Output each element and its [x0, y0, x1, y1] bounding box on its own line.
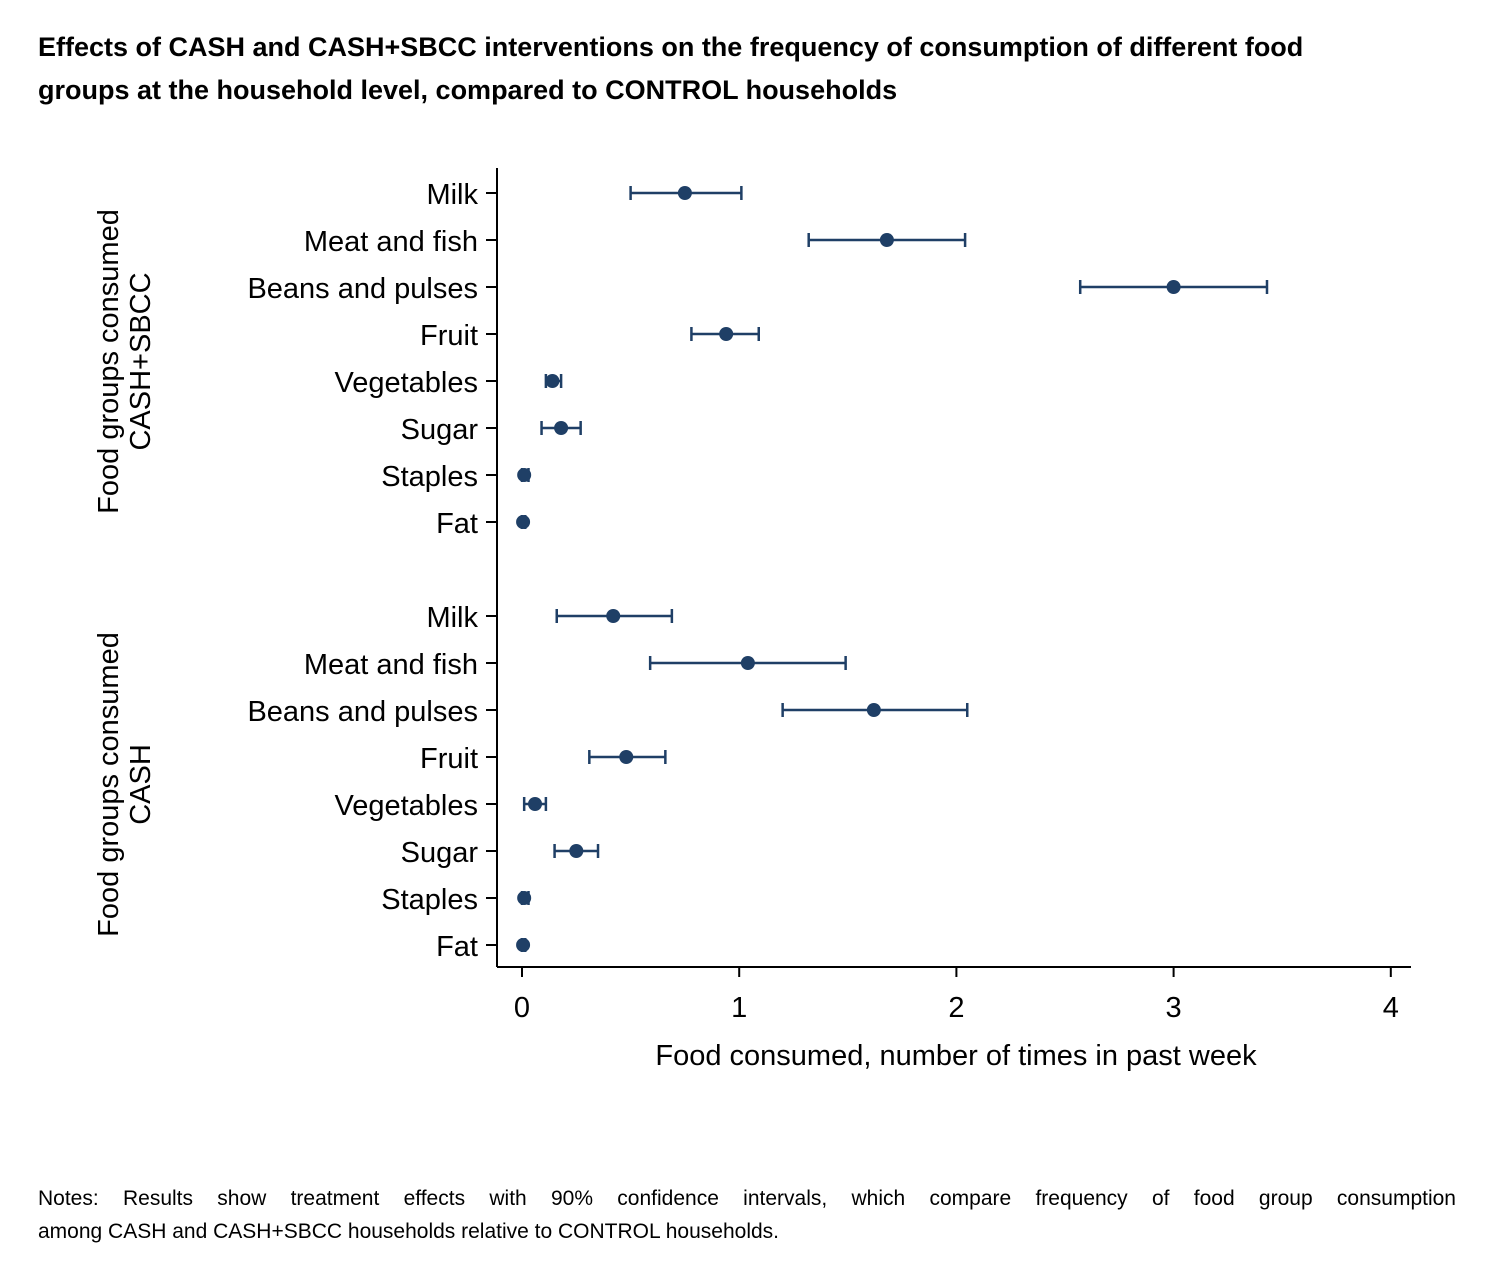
group-1-fat-label: Fat [436, 931, 478, 963]
group-0-sugar-label: Sugar [401, 414, 479, 446]
x-tick-label-3: 3 [1166, 992, 1182, 1024]
group-0-milk-label: Milk [426, 179, 478, 211]
group-0-vegetables-estimate-point [545, 374, 560, 388]
group-1-sugar-label: Sugar [401, 837, 479, 869]
chart-title: Effects of CASH and CASH+SBCC interventi… [38, 26, 1438, 112]
group-0-staples-estimate-point [517, 468, 532, 482]
group-0-fat-label: Fat [436, 508, 478, 540]
group-0-milk-estimate-point [677, 186, 692, 200]
group-1-axis-label-line-1: CASH [125, 744, 157, 825]
group-1-vegetables-estimate-point [528, 797, 543, 811]
group-0-meat-and-fish-estimate-point [879, 233, 894, 247]
group-1-fruit-label: Fruit [420, 743, 478, 775]
chart-title-line-2: groups at the household level, compared … [38, 75, 898, 105]
group-1-vegetables-label: Vegetables [334, 790, 478, 822]
group-1-beans-and-pulses-estimate-point [866, 703, 881, 717]
group-0-meat-and-fish-label: Meat and fish [304, 226, 478, 258]
group-1-staples-estimate-point [517, 891, 532, 905]
group-1-axis-label: Food groups consumedCASH [93, 632, 157, 937]
group-0-staples-label: Staples [381, 461, 478, 493]
notes-line-1: Notes: Results show treatment effects wi… [38, 1187, 1456, 1210]
group-0-beans-and-pulses-label: Beans and pulses [247, 273, 478, 305]
x-tick-label-1: 1 [731, 992, 747, 1024]
x-tick-label-4: 4 [1383, 992, 1399, 1024]
group-1-fruit-estimate-point [619, 750, 634, 764]
notes-line-2: among CASH and CASH+SBCC households rela… [38, 1220, 779, 1243]
group-1-milk-label: Milk [426, 602, 478, 634]
x-tick-label-0: 0 [514, 992, 530, 1024]
group-0-beans-and-pulses-estimate-point [1166, 280, 1181, 294]
group-0-fruit-estimate-point [719, 327, 734, 341]
chart-title-line-1: Effects of CASH and CASH+SBCC interventi… [38, 32, 1304, 62]
group-0-fruit-label: Fruit [420, 320, 478, 352]
group-1-milk-estimate-point [606, 609, 621, 623]
chart-notes: Notes: Results show treatment effects wi… [38, 1182, 1456, 1248]
group-1-staples-label: Staples [381, 884, 478, 916]
group-0-axis-label: Food groups consumedCASH+SBCC [93, 209, 157, 514]
x-axis-label: Food consumed, number of times in past w… [655, 1040, 1257, 1072]
group-1-meat-and-fish-estimate-point [740, 656, 755, 670]
group-0-sugar-estimate-point [554, 421, 569, 435]
group-0-axis-label-line-0: Food groups consumed [93, 209, 125, 514]
group-0-axis-label-line-1: CASH+SBCC [125, 272, 157, 450]
group-1-axis-label-line-0: Food groups consumed [93, 632, 125, 937]
group-1-fat-estimate-point [516, 938, 531, 952]
group-0-vegetables-label: Vegetables [334, 367, 478, 399]
group-1-meat-and-fish-label: Meat and fish [304, 649, 478, 681]
group-0-fat-estimate-point [516, 515, 531, 529]
group-1-sugar-estimate-point [569, 844, 584, 858]
x-tick-label-2: 2 [948, 992, 964, 1024]
group-1-beans-and-pulses-label: Beans and pulses [247, 696, 478, 728]
